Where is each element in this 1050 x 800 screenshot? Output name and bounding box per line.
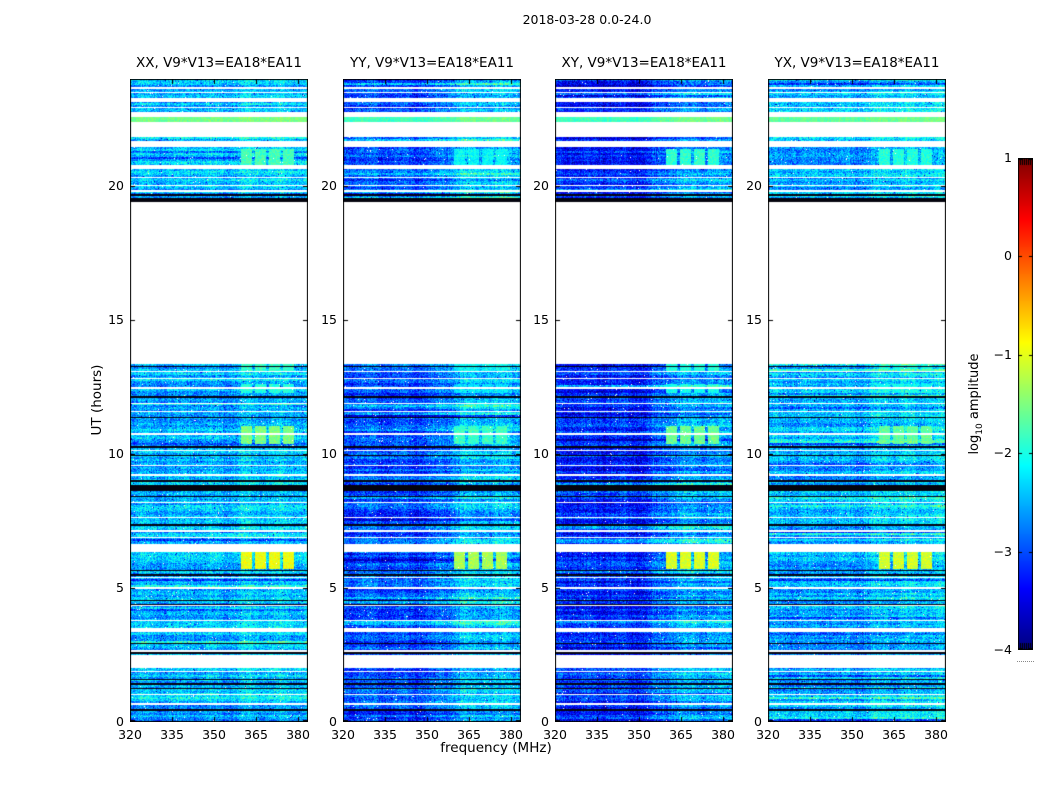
figure-title: 2018-03-28 0.0-24.0 bbox=[522, 12, 652, 27]
x-tick-label: 320 bbox=[756, 727, 780, 742]
x-tick-label: 365 bbox=[669, 727, 693, 742]
x-tick-label: 380 bbox=[711, 727, 735, 742]
y-tick-label: 0 bbox=[116, 714, 124, 729]
colorbar-tick-label: −4 bbox=[993, 642, 1012, 657]
colorbar-tick-label: −2 bbox=[993, 445, 1012, 461]
x-tick-label: 335 bbox=[585, 727, 609, 742]
y-tick-label: 20 bbox=[321, 178, 337, 194]
y-tick-label: 0 bbox=[541, 714, 549, 729]
y-tick-label: 10 bbox=[321, 446, 337, 462]
x-tick-label: 335 bbox=[160, 727, 184, 742]
x-tick-label: 350 bbox=[415, 727, 439, 742]
spectrogram-canvas-xy bbox=[555, 79, 733, 722]
y-tick-label: 5 bbox=[116, 580, 124, 596]
colorbar-minor-dots bbox=[1017, 661, 1034, 663]
panel-title-yy: YY, V9*V13=EA18*EA11 bbox=[349, 55, 514, 71]
panel-title-yx: YX, V9*V13=EA18*EA11 bbox=[774, 55, 940, 71]
y-tick-label: 5 bbox=[329, 580, 337, 596]
x-tick-label: 335 bbox=[798, 727, 822, 742]
y-tick-label: 10 bbox=[108, 446, 124, 462]
y-tick-label: 10 bbox=[533, 446, 549, 462]
y-tick-label: 20 bbox=[108, 178, 124, 194]
y-tick-label: 0 bbox=[329, 714, 337, 729]
y-tick-label: 15 bbox=[321, 312, 337, 328]
colorbar-tick-label: 1 bbox=[1004, 150, 1012, 165]
x-tick-label: 380 bbox=[286, 727, 310, 742]
x-tick-label: 350 bbox=[202, 727, 226, 742]
x-tick-label: 380 bbox=[924, 727, 948, 742]
y-tick-label: 0 bbox=[754, 714, 762, 729]
y-tick-label: 5 bbox=[754, 580, 762, 596]
spectrogram-canvas-yy bbox=[343, 79, 521, 722]
spectrogram-panel-xx bbox=[130, 79, 308, 722]
panel-title-xx: XX, V9*V13=EA18*EA11 bbox=[135, 55, 302, 71]
x-tick-label: 320 bbox=[543, 727, 567, 742]
y-axis-label: UT (hours) bbox=[89, 364, 105, 436]
spectrogram-panel-xy bbox=[555, 79, 733, 722]
y-tick-label: 20 bbox=[533, 178, 549, 194]
spectrogram-canvas-yx bbox=[768, 79, 946, 722]
colorbar-tick-label: −1 bbox=[993, 346, 1012, 362]
panel-title-xy: XY, V9*V13=EA18*EA11 bbox=[561, 55, 727, 71]
x-tick-label: 350 bbox=[627, 727, 651, 742]
y-tick-label: 15 bbox=[533, 312, 549, 328]
colorbar-tick-label: 0 bbox=[1004, 248, 1012, 264]
x-tick-label: 320 bbox=[331, 727, 355, 742]
x-tick-label: 365 bbox=[244, 727, 268, 742]
x-tick-label: 380 bbox=[499, 727, 523, 742]
x-tick-label: 335 bbox=[373, 727, 397, 742]
colorbar-tick-label: −3 bbox=[993, 543, 1012, 559]
y-tick-label: 15 bbox=[108, 312, 124, 328]
x-tick-label: 320 bbox=[118, 727, 142, 742]
colorbar-canvas bbox=[1018, 158, 1033, 650]
x-axis-label: frequency (MHz) bbox=[440, 740, 552, 756]
spectrogram-panel-yx bbox=[768, 79, 946, 722]
x-tick-label: 350 bbox=[840, 727, 864, 742]
spectrogram-panel-yy bbox=[343, 79, 521, 722]
x-tick-label: 365 bbox=[457, 727, 481, 742]
x-tick-label: 365 bbox=[882, 727, 906, 742]
colorbar bbox=[1018, 158, 1033, 650]
y-tick-label: 5 bbox=[541, 580, 549, 596]
colorbar-axis-label: log10 amplitude bbox=[967, 353, 985, 455]
y-tick-label: 20 bbox=[746, 178, 762, 194]
spectrogram-canvas-xx bbox=[130, 79, 308, 722]
y-tick-label: 15 bbox=[746, 312, 762, 328]
y-tick-label: 10 bbox=[746, 446, 762, 462]
